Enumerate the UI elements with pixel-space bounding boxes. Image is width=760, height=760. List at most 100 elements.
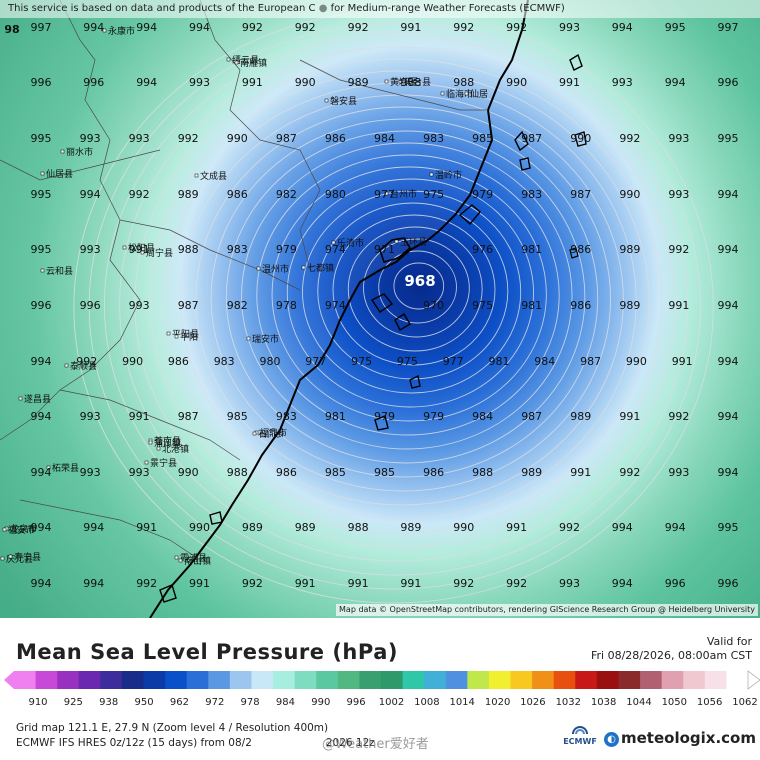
scale-max-arrow: [747, 670, 760, 690]
valid-label: Valid for: [706, 635, 752, 648]
scale-swatch: [532, 671, 555, 689]
pressure-value: 988: [400, 76, 421, 89]
scale-swatch: [359, 671, 382, 689]
notice-gap: ●: [318, 3, 328, 14]
pressure-value: 986: [168, 355, 189, 368]
scale-tick-label: 1044: [626, 697, 652, 708]
scale-swatch: [424, 671, 447, 689]
pressure-value: 974: [325, 299, 346, 312]
place-label: 福安市: [8, 524, 35, 536]
pressure-value: 991: [295, 577, 316, 590]
pressure-value: 994: [718, 188, 739, 201]
pressure-value: 991: [668, 299, 689, 312]
place-marker: [246, 336, 251, 341]
meteologix-logo[interactable]: ◐ meteologix.com: [604, 729, 756, 747]
pressure-value: 994: [31, 355, 52, 368]
pressure-value: 982: [276, 188, 297, 201]
pressure-value: 992: [136, 577, 157, 590]
pressure-value: 991: [619, 410, 640, 423]
pressure-value: 990: [122, 355, 143, 368]
place-label: 霞浦县: [180, 552, 207, 564]
place-marker: [384, 191, 389, 196]
pressure-value: 995: [718, 521, 739, 534]
isobar-line: [149, 70, 650, 534]
place-marker: [140, 250, 145, 255]
pressure-value: 976: [472, 243, 493, 256]
scale-swatch: [337, 671, 361, 689]
scale-tick-label: 1014: [449, 697, 475, 708]
pressure-value: 977: [305, 355, 326, 368]
pressure-value: 996: [718, 76, 739, 89]
pressure-value: 993: [129, 299, 150, 312]
pressure-value: 994: [189, 21, 210, 34]
place-marker: [60, 149, 65, 154]
scale-swatch: [726, 671, 749, 689]
pressure-value: 992: [295, 21, 316, 34]
pressure-value: 990: [178, 466, 199, 479]
place-marker: [40, 171, 45, 176]
scale-swatch: [208, 671, 231, 689]
pressure-value: 986: [423, 466, 444, 479]
pressure-value: 983: [423, 132, 444, 145]
model-info-tail: 2026 12z: [325, 737, 375, 749]
scale-swatch: [57, 671, 80, 689]
pressure-value: 993: [612, 76, 633, 89]
pressure-value: 977: [443, 355, 464, 368]
pressure-map[interactable]: 永康市 缙云县 磐安县 丽水市 天台县 仙居县 临海市 台州市 温岭市 乐清市 玉环县 温州市 七都镇瑞…: [0, 0, 760, 618]
place-label: 乐清市: [337, 237, 364, 249]
valid-time: Fri 08/28/2026, 08:00am CST: [590, 649, 752, 662]
place-label: 景宁县: [150, 457, 177, 469]
place-label: 磐安县: [330, 95, 357, 107]
pressure-value: 986: [570, 243, 591, 256]
pressure-value: 984: [472, 410, 493, 423]
pressure-value: 991: [129, 410, 150, 423]
pressure-value: 985: [227, 410, 248, 423]
pressure-value: 997: [718, 21, 739, 34]
pressure-value: 975: [351, 355, 372, 368]
scale-swatch: [618, 671, 641, 689]
pressure-value: 975: [423, 188, 444, 201]
scale-tick-label: 1020: [484, 697, 511, 708]
model-info-text: ECMWF IFS HRES 0z/12z (15 days) from 08/…: [16, 737, 252, 749]
place-marker: [226, 57, 231, 62]
scale-tick-label: 984: [275, 697, 295, 708]
pressure-value: 994: [718, 410, 739, 423]
place-label: 石门乡: [258, 428, 285, 440]
place-label: 温岭市: [435, 169, 462, 181]
place-label: 玉环县: [400, 237, 427, 248]
place-label: 临海市: [446, 88, 473, 100]
place-marker: [324, 98, 329, 103]
pressure-value: 996: [80, 299, 101, 312]
pressure-value: 992: [453, 21, 474, 34]
pressure-value: 987: [521, 132, 542, 145]
pressure-value: 987: [580, 355, 601, 368]
pressure-value: 989: [242, 521, 263, 534]
pressure-values: 997 994 994 994 992 992 992 991 992 992 993 994 995 9…: [31, 21, 739, 590]
place-marker: [394, 239, 399, 244]
place-marker: [148, 440, 153, 445]
place-label: 龙泉市: [10, 523, 37, 535]
scale-swatch: [467, 671, 490, 689]
pressure-value: 970: [423, 299, 444, 312]
pressure-value: 989: [619, 299, 640, 312]
scale-swatch: [273, 671, 296, 689]
place-label: 福鼎市: [260, 427, 287, 439]
scale-swatch: [510, 671, 533, 689]
place-marker: [178, 558, 183, 563]
pressure-value: 977: [374, 188, 395, 201]
pressure-value: 990: [295, 76, 316, 89]
pressure-value: 979: [472, 188, 493, 201]
pressure-value: 994: [612, 21, 633, 34]
pressure-value: 994: [136, 76, 157, 89]
pressure-value: 980: [325, 188, 346, 201]
pressure-value: 995: [665, 21, 686, 34]
ecmwf-logo[interactable]: ECMWF: [562, 722, 598, 746]
place-marker: [174, 334, 179, 339]
pressure-value: 991: [129, 243, 150, 256]
scale-tick-label: 972: [205, 697, 225, 708]
pressure-value: 989: [295, 521, 316, 534]
place-label: 泰顺县: [70, 360, 97, 372]
pressure-value: 994: [718, 466, 739, 479]
scale-swatch: [640, 671, 663, 689]
